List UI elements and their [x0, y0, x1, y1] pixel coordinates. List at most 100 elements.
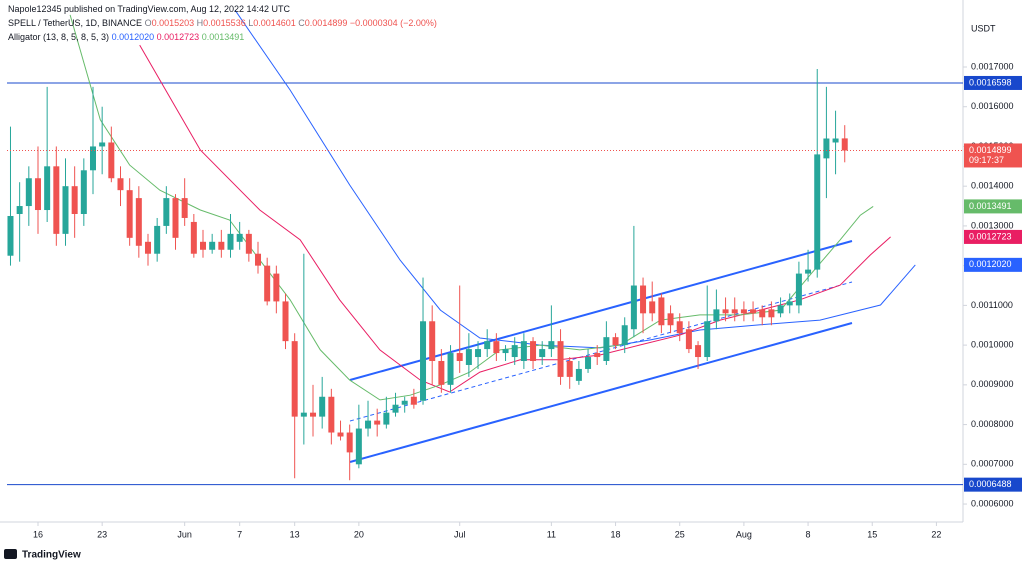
ohlc-letter: H	[196, 18, 204, 28]
candle-body	[676, 321, 683, 334]
publisher: Napole12345 published on TradingView.com…	[8, 4, 291, 14]
candle-body	[667, 313, 674, 326]
x-tick-label: 18	[611, 529, 621, 539]
price-line-label: 0.0006488	[969, 479, 1012, 489]
y-tick-label: 0.0010000	[971, 339, 1014, 349]
candle-body	[236, 233, 243, 242]
candle-body	[759, 309, 766, 318]
indicator-label-box	[964, 199, 1022, 214]
candle-body	[16, 206, 23, 214]
candle-body	[649, 301, 656, 314]
candle-body	[291, 341, 298, 417]
candle-body	[53, 166, 60, 234]
y-tick-label: 0.0016000	[971, 101, 1014, 111]
candle-body	[841, 138, 848, 151]
candle-body	[25, 178, 32, 207]
candle-body	[181, 198, 188, 218]
candle-body	[832, 138, 839, 143]
candle-body	[731, 309, 738, 314]
x-tick-label: 22	[931, 529, 941, 539]
candle-body	[319, 396, 326, 417]
candle-body	[475, 349, 482, 358]
last-price-box	[964, 143, 1022, 168]
ohlc-value: 0.0015203	[151, 18, 195, 28]
candle-body	[273, 273, 280, 302]
candle-body	[612, 337, 619, 346]
symbol-line: SPELL / TetherUS, 1D, BINANCE O0.0015203…	[8, 16, 437, 30]
y-tick-label: 0.0006000	[971, 498, 1014, 508]
x-tick-label: 11	[547, 529, 556, 539]
x-tick-label: Jun	[177, 529, 192, 539]
candle-body	[7, 215, 14, 256]
indicator-name: Alligator (13, 8, 5, 8, 5, 3)	[8, 32, 110, 42]
candle-body	[209, 241, 216, 250]
candle-body	[465, 349, 472, 365]
y-tick-label: 0.0011000	[971, 300, 1013, 310]
candle-body	[163, 198, 170, 226]
candle-body	[99, 142, 106, 147]
candle-body	[805, 269, 812, 274]
x-tick-label: 23	[97, 529, 107, 539]
candle-body	[585, 357, 592, 369]
indicator-value: 0.0013491	[201, 32, 245, 42]
y-axis-label: USDT	[971, 23, 996, 33]
candle-body	[154, 225, 161, 254]
candle-body	[456, 353, 463, 362]
alligator-line	[69, 14, 874, 401]
candle-body	[557, 341, 564, 377]
indicator-label: 0.0012723	[969, 231, 1012, 241]
candle-body	[786, 301, 793, 306]
price-line-label-box	[964, 477, 1022, 492]
y-tick-label: 0.0017000	[971, 61, 1014, 71]
candle-body	[447, 353, 454, 385]
candle-body	[108, 142, 115, 179]
x-tick-label: 13	[290, 529, 300, 539]
candle-body	[374, 420, 381, 425]
candle-body	[144, 241, 151, 254]
candle-body	[750, 309, 757, 314]
candle-body	[200, 241, 207, 250]
indicator-label: 0.0012020	[969, 259, 1012, 269]
trend-line	[349, 281, 853, 422]
candle-body	[695, 345, 702, 358]
last-price-label: 0.0014899	[969, 145, 1012, 155]
candle-body	[520, 341, 527, 362]
candle-body	[621, 325, 628, 346]
trend-line	[349, 322, 853, 463]
candle-body	[685, 329, 692, 350]
candle-body	[502, 349, 509, 354]
candle-body	[640, 285, 647, 314]
candle-body	[658, 297, 665, 326]
candle-body	[814, 154, 821, 270]
footer: TradingView	[22, 550, 81, 561]
candle-body	[355, 428, 362, 465]
candle-body	[227, 233, 234, 250]
candle-body	[401, 400, 408, 405]
candle-body	[594, 353, 601, 358]
candle-body	[511, 345, 518, 358]
candle-body	[795, 273, 802, 306]
candle-body	[603, 337, 610, 362]
change: −0.0000304 (−2.00%)	[349, 18, 437, 28]
candle-body	[429, 321, 436, 362]
y-tick-label: 0.0014000	[971, 181, 1014, 191]
ohlc-letter: O	[144, 18, 152, 28]
ohlc-value: 0.0015536	[203, 18, 246, 28]
candle-body	[190, 221, 197, 254]
candle-body	[255, 253, 262, 266]
x-tick-label: Aug	[736, 529, 752, 539]
candle-body	[346, 432, 353, 453]
candle-body	[420, 321, 427, 401]
countdown: 09:17:37	[969, 155, 1004, 165]
candle-body	[740, 309, 747, 314]
x-tick-label: 16	[33, 529, 43, 539]
candle-body	[328, 396, 335, 433]
candle-body	[310, 412, 317, 417]
indicator-label-box	[964, 229, 1022, 244]
candle-body	[575, 368, 582, 381]
candle-body	[117, 178, 124, 191]
x-tick-label: 8	[806, 529, 811, 539]
candle-body	[282, 301, 289, 342]
